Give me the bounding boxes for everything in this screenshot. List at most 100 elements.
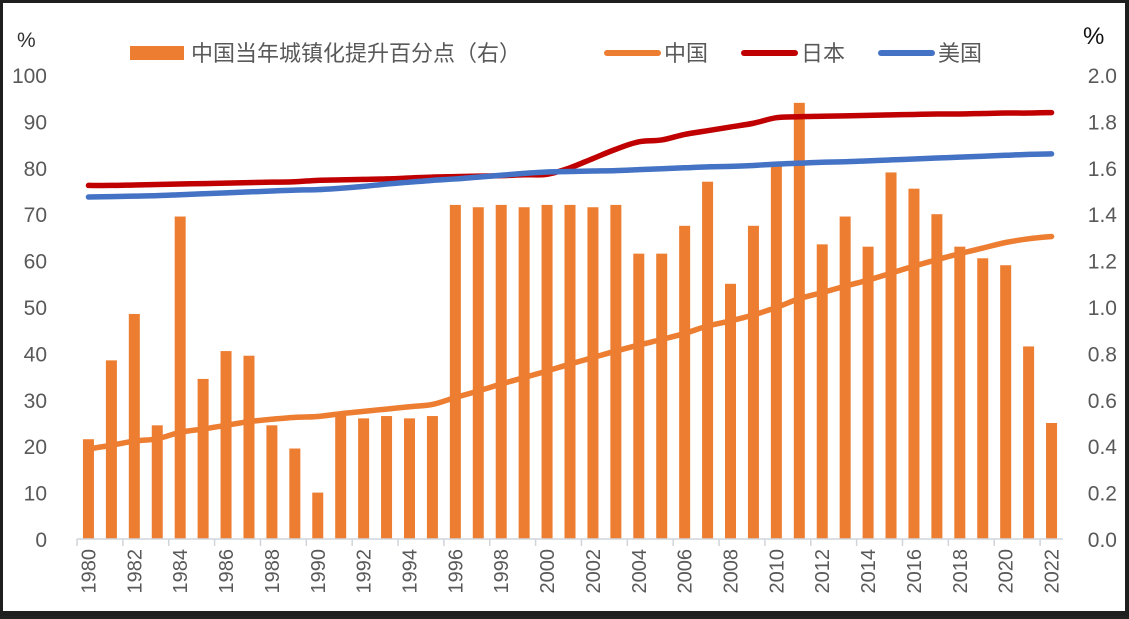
- bar-1987: [243, 355, 255, 539]
- bar-2003: [610, 204, 622, 540]
- x-tick-label: 2016: [904, 549, 926, 594]
- right-tick-label: 0.4: [1088, 436, 1118, 459]
- bar-1983: [151, 425, 163, 539]
- bar-2020: [1000, 265, 1012, 539]
- bar-1994: [403, 418, 415, 539]
- x-tick-label: 1990: [308, 549, 330, 594]
- bar-2014: [862, 246, 874, 539]
- line-usa: [85, 151, 1055, 200]
- line-china: [85, 233, 1055, 452]
- left-tick-label: 10: [24, 483, 47, 506]
- bar-1980: [82, 439, 94, 539]
- bar-1998: [495, 204, 507, 540]
- legend-label-japan: 日本: [801, 42, 845, 67]
- bar-2007: [702, 181, 714, 539]
- x-tick-label: 1984: [170, 549, 192, 594]
- legend-item-china[interactable]: 中国: [604, 42, 708, 67]
- right-tick-label: 0.8: [1088, 343, 1117, 366]
- legend: 中国当年城镇化提升百分点（右） 中国 日本 美国: [130, 42, 982, 67]
- x-tick-label: 1980: [78, 549, 100, 594]
- bar-2012: [816, 244, 828, 540]
- bar-2011: [793, 102, 805, 539]
- x-tick-label: 1998: [491, 549, 513, 594]
- x-tick-label: 1982: [124, 549, 146, 594]
- right-tick-label: 0.6: [1088, 390, 1117, 413]
- line-series: [85, 109, 1055, 452]
- x-tick-label: 1992: [354, 549, 376, 594]
- bar-1989: [289, 448, 301, 539]
- left-y-axis: 0 10 20 30 40 50 60 70 80 90 100: [12, 65, 47, 552]
- bar-1991: [335, 416, 347, 539]
- right-tick-label: 0.2: [1088, 483, 1117, 506]
- legend-label-bar: 中国当年城镇化提升百分点（右）: [191, 42, 521, 67]
- urbanization-chart: 1980 1982 1984 1986 1988 1990 1992 1994 1996 1998…: [12, 23, 1118, 594]
- bar-1995: [426, 416, 438, 539]
- bar-1992: [358, 418, 370, 539]
- bar-2009: [747, 225, 759, 540]
- x-tick-label: 2020: [996, 549, 1018, 594]
- left-tick-label: 40: [24, 343, 47, 366]
- bar-2004: [633, 253, 645, 539]
- bar-2019: [977, 258, 989, 539]
- x-tick-label: 2022: [1042, 549, 1064, 594]
- bar-2017: [931, 214, 943, 539]
- bar-1982: [128, 313, 140, 539]
- bar-1984: [174, 216, 186, 539]
- legend-swatch-bar: [130, 46, 184, 60]
- legend-item-japan[interactable]: 日本: [741, 42, 845, 67]
- bar-1985: [197, 378, 209, 539]
- x-tick-label: 2008: [721, 549, 743, 594]
- bar-1988: [266, 425, 278, 539]
- bar-2016: [908, 188, 920, 539]
- legend-label-usa: 美国: [938, 42, 982, 67]
- left-tick-label: 80: [24, 158, 47, 181]
- bar-1986: [220, 351, 232, 539]
- left-tick-label: 60: [24, 251, 47, 274]
- legend-item-usa[interactable]: 美国: [878, 42, 982, 67]
- right-tick-label: 1.0: [1088, 297, 1117, 320]
- bar-2001: [564, 204, 576, 540]
- x-tick-label: 1988: [262, 549, 284, 594]
- legend-item-bar[interactable]: 中国当年城镇化提升百分点（右）: [130, 42, 521, 67]
- left-axis-unit: %: [17, 29, 36, 52]
- x-tick-label: 2000: [537, 549, 559, 594]
- bar-1981: [105, 360, 117, 539]
- x-tick-label: 2004: [629, 549, 651, 594]
- bar-2015: [885, 172, 897, 539]
- bar-series: [82, 102, 1058, 540]
- bar-2006: [679, 225, 691, 540]
- bar-2008: [725, 283, 737, 539]
- right-axis-unit: %: [1083, 23, 1104, 50]
- bar-2010: [770, 163, 782, 539]
- right-tick-label: 2.0: [1088, 65, 1117, 88]
- x-tick-label: 1986: [216, 549, 238, 594]
- x-tick-label: 2006: [675, 549, 697, 594]
- x-tick-label: 2014: [858, 549, 880, 594]
- legend-label-china: 中国: [664, 42, 708, 67]
- right-tick-label: 1.8: [1088, 111, 1117, 134]
- bar-2005: [656, 253, 668, 539]
- left-tick-label: 90: [24, 111, 47, 134]
- left-tick-label: 20: [24, 436, 47, 459]
- right-tick-label: 1.4: [1088, 204, 1118, 227]
- bar-2021: [1023, 346, 1035, 539]
- left-tick-label: 30: [24, 390, 47, 413]
- bar-1993: [381, 416, 393, 539]
- right-tick-label: 0.0: [1088, 529, 1117, 552]
- x-tick-label: 2018: [950, 549, 972, 594]
- left-tick-label: 100: [12, 65, 47, 88]
- right-tick-label: 1.6: [1088, 158, 1117, 181]
- bar-2002: [587, 207, 599, 540]
- line-japan: [85, 109, 1055, 189]
- left-tick-label: 50: [24, 297, 47, 320]
- bar-1999: [518, 207, 530, 540]
- bar-2022: [1046, 423, 1058, 539]
- x-tick-label: 2002: [583, 549, 605, 594]
- x-tick-label: 2010: [766, 549, 788, 594]
- bar-2013: [839, 216, 851, 539]
- left-tick-label: 0: [35, 529, 47, 552]
- right-tick-label: 1.2: [1088, 251, 1117, 274]
- bar-1996: [449, 204, 461, 540]
- x-tick-label: 2012: [812, 549, 834, 594]
